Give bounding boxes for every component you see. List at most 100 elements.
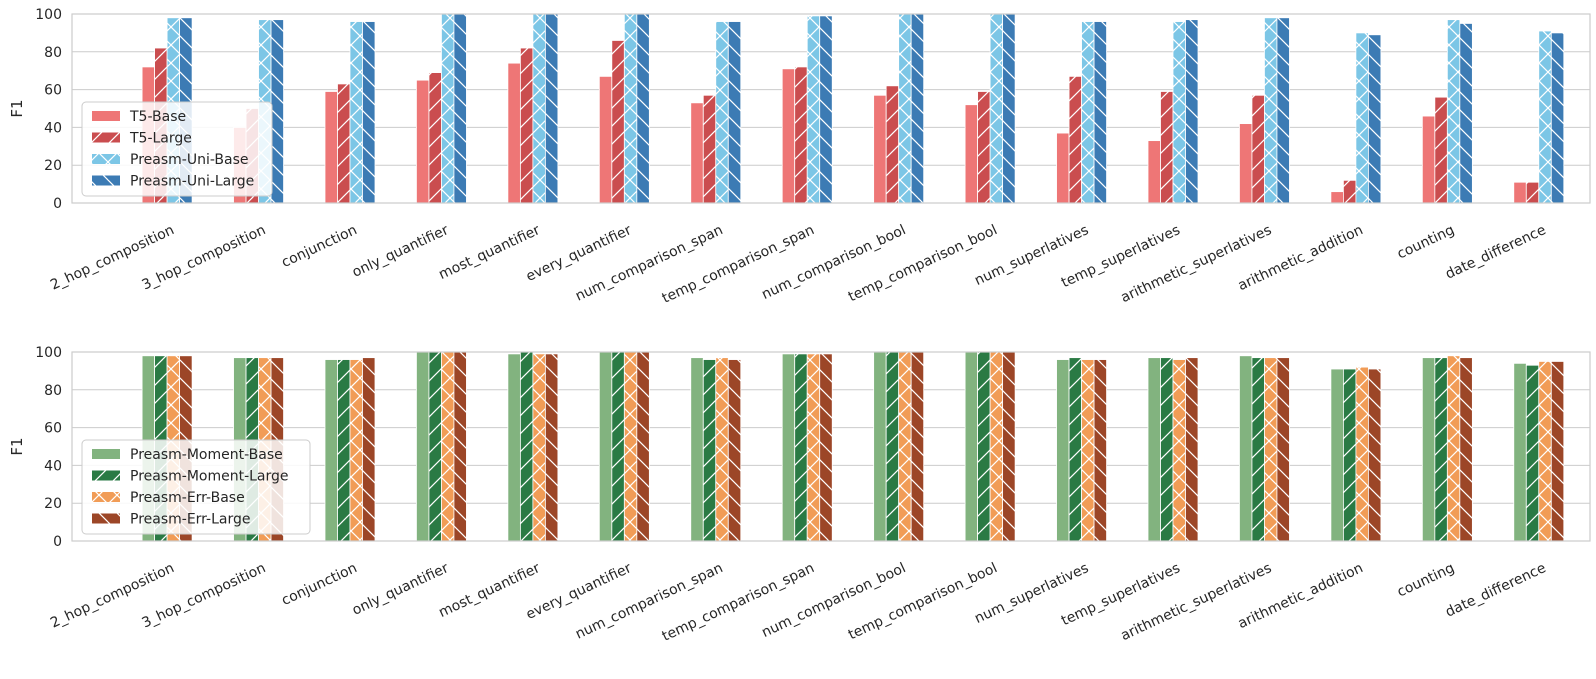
- bar: [1239, 123, 1253, 204]
- legend-label: Preasm-Err-Base: [130, 490, 245, 506]
- x-tick-label: only_quantifier: [350, 222, 452, 281]
- bar: [964, 104, 979, 204]
- bar: [873, 351, 887, 542]
- bar-hatch: [1251, 95, 1265, 203]
- y-tick-label: 20: [44, 496, 62, 512]
- bar-hatch: [977, 91, 991, 203]
- chart-panel-2: 020406080100F12_hop_composition3_hop_com…: [8, 345, 1591, 645]
- bar-hatch: [1160, 91, 1174, 203]
- bar-hatch: [1276, 357, 1290, 541]
- bar-hatch: [794, 353, 808, 541]
- legend-swatch: [92, 449, 120, 459]
- bar-hatch: [886, 352, 899, 541]
- legend-swatch: [92, 111, 120, 121]
- legend-swatch-hatch: [92, 132, 120, 143]
- bar-hatch: [807, 353, 820, 541]
- x-tick-label: conjunction: [279, 560, 359, 609]
- bar-hatch: [453, 14, 467, 203]
- bar-hatch: [1551, 361, 1564, 541]
- legend-swatch-hatch: [92, 492, 120, 502]
- legend-swatch-hatch: [92, 470, 120, 481]
- legend-label: T5-Large: [129, 131, 192, 147]
- bar-hatch: [1343, 180, 1356, 203]
- bar-hatch: [441, 352, 454, 541]
- bar-hatch: [520, 352, 533, 541]
- bar-hatch: [898, 14, 912, 203]
- bar-hatch: [1355, 32, 1369, 204]
- bar-hatch: [1526, 182, 1539, 203]
- bar-hatch: [1264, 17, 1277, 204]
- bar-hatch: [520, 48, 533, 203]
- bar-hatch: [337, 359, 350, 541]
- x-tick-label: conjunction: [279, 222, 359, 271]
- bar: [598, 75, 613, 204]
- x-tick-label: temp_comparison_bool: [846, 560, 1000, 643]
- y-tick-label: 0: [53, 196, 62, 212]
- x-tick-label: arithmetic_superlatives: [1118, 560, 1274, 644]
- bar-hatch: [1002, 14, 1016, 203]
- y-tick-label: 100: [35, 345, 62, 361]
- bar: [1513, 181, 1527, 204]
- bar-hatch: [807, 15, 820, 204]
- bar-hatch: [819, 353, 833, 541]
- bar: [1056, 359, 1070, 542]
- x-tick-label: num_comparison_bool: [759, 560, 908, 641]
- bar-hatch: [990, 352, 1003, 541]
- bar: [781, 68, 796, 204]
- bar-hatch: [728, 359, 741, 541]
- bar-hatch: [898, 352, 912, 541]
- bar: [1056, 132, 1070, 204]
- x-tick-label: date_difference: [1443, 222, 1548, 283]
- bar-hatch: [271, 19, 284, 204]
- bar-hatch: [1002, 352, 1016, 541]
- bar-hatch: [794, 66, 808, 203]
- bar-hatch: [1173, 359, 1186, 541]
- x-tick-label: temp_comparison_bool: [846, 222, 1000, 305]
- bar-hatch: [532, 14, 546, 203]
- bar-hatch: [636, 352, 650, 541]
- bar: [1421, 357, 1436, 542]
- y-tick-label: 20: [44, 158, 62, 174]
- bar-hatch: [911, 14, 924, 203]
- bar-hatch: [362, 21, 375, 204]
- bar-hatch: [611, 40, 625, 204]
- y-tick-label: 80: [44, 45, 62, 61]
- bar: [416, 79, 430, 204]
- bar-hatch: [441, 14, 454, 203]
- bar-hatch: [1434, 357, 1448, 541]
- bar-hatch: [1355, 367, 1369, 541]
- x-tick-label: only_quantifier: [350, 560, 452, 619]
- x-tick-label: counting: [1395, 560, 1457, 600]
- y-tick-label: 40: [44, 458, 62, 474]
- bar-hatch: [1251, 357, 1265, 541]
- bar-hatch: [1185, 357, 1199, 541]
- bar-hatch: [1343, 369, 1356, 541]
- bar-hatch: [545, 353, 558, 541]
- legend-swatch-hatch: [92, 513, 120, 524]
- plot-frame: [71, 13, 1591, 204]
- bar-hatch: [1447, 355, 1460, 541]
- bar: [416, 351, 430, 542]
- bar-hatch: [1459, 23, 1473, 204]
- y-axis-label: F1: [8, 99, 26, 117]
- x-tick-label: counting: [1395, 222, 1457, 262]
- bar-hatch: [703, 359, 716, 541]
- legend-label: Preasm-Uni-Base: [130, 152, 248, 168]
- bar: [1421, 115, 1436, 204]
- x-tick-label: date_difference: [1443, 560, 1548, 621]
- bar-hatch: [428, 72, 442, 203]
- bar-hatch: [1368, 34, 1381, 203]
- bar: [781, 353, 796, 542]
- legend-box: [81, 101, 273, 197]
- bar-hatch: [1538, 31, 1552, 204]
- x-tick-label: num_comparison_bool: [759, 222, 908, 303]
- legend: Preasm-Moment-Base Preasm-Moment-Large Pre…: [81, 439, 311, 535]
- y-tick-label: 0: [53, 534, 62, 550]
- legend-label: T5-Base: [129, 109, 186, 125]
- legend: T5-Base T5-Large Preasm-Uni-Base Preasm-Uni…: [81, 101, 273, 197]
- bar: [1513, 362, 1527, 542]
- chart-panel-1: 020406080100F12_hop_composition3_hop_com…: [8, 7, 1591, 307]
- bar: [507, 62, 521, 204]
- plot-frame: [71, 351, 1591, 542]
- bar-hatch: [624, 14, 637, 203]
